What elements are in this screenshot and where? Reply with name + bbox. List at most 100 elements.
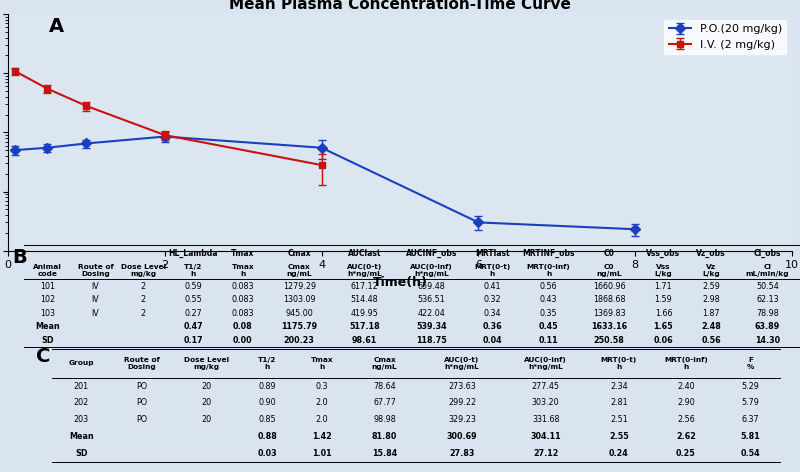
Text: 0.56: 0.56	[540, 281, 558, 291]
Text: Group: Group	[69, 361, 94, 366]
Text: 1868.68: 1868.68	[593, 295, 626, 304]
Text: 2: 2	[141, 281, 146, 291]
Text: 277.45: 277.45	[532, 381, 560, 390]
Text: 78.98: 78.98	[756, 309, 779, 318]
Text: 0.45: 0.45	[538, 322, 558, 331]
Text: 1.66: 1.66	[654, 309, 672, 318]
Text: Mean: Mean	[69, 432, 94, 441]
Text: 20: 20	[202, 398, 212, 407]
Text: 539.34: 539.34	[416, 322, 447, 331]
Text: Cmax
ng/mL: Cmax ng/mL	[372, 357, 398, 370]
Text: PO: PO	[136, 381, 147, 390]
Text: 5.29: 5.29	[742, 381, 760, 390]
Text: 0.55: 0.55	[184, 295, 202, 304]
Text: 517.18: 517.18	[349, 322, 380, 331]
Text: AUClast: AUClast	[347, 249, 381, 258]
Text: Tmax
h: Tmax h	[310, 357, 333, 370]
Text: 203: 203	[74, 415, 89, 424]
Text: AUCINF_obs: AUCINF_obs	[406, 249, 457, 258]
Text: 5.79: 5.79	[742, 398, 760, 407]
Text: IV: IV	[92, 309, 99, 318]
Text: 945.00: 945.00	[286, 309, 313, 318]
Text: 2.90: 2.90	[677, 398, 694, 407]
Text: 250.58: 250.58	[594, 336, 625, 345]
Text: 0.41: 0.41	[483, 281, 501, 291]
X-axis label: Time(h): Time(h)	[373, 276, 427, 289]
Text: C0: C0	[604, 249, 614, 258]
Text: 98.98: 98.98	[374, 415, 396, 424]
Text: Dose Level
mg/kg: Dose Level mg/kg	[121, 264, 166, 277]
Text: 1175.79: 1175.79	[282, 322, 318, 331]
Text: 304.11: 304.11	[530, 432, 561, 441]
Text: Dose Level
mg/kg: Dose Level mg/kg	[184, 357, 230, 370]
Text: 1.59: 1.59	[654, 295, 672, 304]
Text: 27.83: 27.83	[450, 449, 474, 458]
Text: PO: PO	[136, 398, 147, 407]
Legend: P.O.(20 mg/kg), I.V. (2 mg/kg): P.O.(20 mg/kg), I.V. (2 mg/kg)	[664, 20, 786, 54]
Text: Vz
L/kg: Vz L/kg	[702, 264, 720, 277]
Text: IV: IV	[92, 281, 99, 291]
Text: 0.083: 0.083	[232, 309, 254, 318]
Text: 329.23: 329.23	[448, 415, 476, 424]
Text: 101: 101	[40, 281, 55, 291]
Text: 0.00: 0.00	[233, 336, 253, 345]
Text: 2.98: 2.98	[702, 295, 720, 304]
Text: MRT(0-t)
h: MRT(0-t) h	[601, 357, 637, 370]
Text: 2.0: 2.0	[315, 415, 328, 424]
Text: Mean: Mean	[35, 322, 60, 331]
Text: 299.22: 299.22	[448, 398, 476, 407]
Text: Route of
Dosing: Route of Dosing	[124, 357, 160, 370]
Text: 0.04: 0.04	[482, 336, 502, 345]
Text: C: C	[36, 347, 50, 366]
Text: 0.35: 0.35	[540, 309, 558, 318]
Text: 1.71: 1.71	[654, 281, 672, 291]
Text: 1303.09: 1303.09	[283, 295, 315, 304]
Text: MRT(0-inf)
h: MRT(0-inf) h	[664, 357, 708, 370]
Text: Tmax
h: Tmax h	[232, 264, 254, 277]
Text: 2.0: 2.0	[315, 398, 328, 407]
Text: 202: 202	[74, 398, 89, 407]
Text: Animal
code: Animal code	[34, 264, 62, 277]
Text: AUC(0-t)
h*ng/mL: AUC(0-t) h*ng/mL	[346, 264, 382, 277]
Text: 0.3: 0.3	[316, 381, 328, 390]
Text: 0.89: 0.89	[258, 381, 276, 390]
Text: 514.48: 514.48	[350, 295, 378, 304]
Text: 303.20: 303.20	[532, 398, 559, 407]
Text: Route of
Dosing: Route of Dosing	[78, 264, 114, 277]
Text: 63.89: 63.89	[755, 322, 780, 331]
Text: 1.01: 1.01	[312, 449, 332, 458]
Text: 20: 20	[202, 415, 212, 424]
Text: MRTlast: MRTlast	[475, 249, 510, 258]
Text: 2.51: 2.51	[610, 415, 628, 424]
Text: 201: 201	[74, 381, 89, 390]
Text: 419.95: 419.95	[350, 309, 378, 318]
Text: 6.37: 6.37	[742, 415, 759, 424]
Text: Cmax
ng/mL: Cmax ng/mL	[286, 264, 312, 277]
Text: 67.77: 67.77	[373, 398, 396, 407]
Text: C0
ng/mL: C0 ng/mL	[597, 264, 622, 277]
Text: 659.48: 659.48	[418, 281, 446, 291]
Text: AUC(0-t)
h*ng/mL: AUC(0-t) h*ng/mL	[444, 357, 480, 370]
Text: 1633.16: 1633.16	[591, 322, 627, 331]
Text: 0.083: 0.083	[232, 281, 254, 291]
Text: 0.11: 0.11	[538, 336, 558, 345]
Text: Cl
mL/min/kg: Cl mL/min/kg	[746, 264, 790, 277]
Text: 2.34: 2.34	[610, 381, 628, 390]
Text: 1.65: 1.65	[654, 322, 674, 331]
Text: 2.48: 2.48	[701, 322, 721, 331]
Text: 0.90: 0.90	[258, 398, 276, 407]
Text: 103: 103	[40, 309, 55, 318]
Text: 0.03: 0.03	[258, 449, 278, 458]
Text: 422.04: 422.04	[418, 309, 446, 318]
Text: 0.24: 0.24	[609, 449, 629, 458]
Text: 14.30: 14.30	[755, 336, 780, 345]
Text: A: A	[49, 17, 63, 35]
Text: 0.56: 0.56	[702, 336, 721, 345]
Text: 0.083: 0.083	[232, 295, 254, 304]
Text: 617.12: 617.12	[350, 281, 378, 291]
Text: Vss_obs: Vss_obs	[646, 249, 681, 258]
Text: 273.63: 273.63	[448, 381, 476, 390]
Text: AUC(0-inf)
h*ng/mL: AUC(0-inf) h*ng/mL	[524, 357, 567, 370]
Text: 81.80: 81.80	[372, 432, 398, 441]
Text: SD: SD	[75, 449, 87, 458]
